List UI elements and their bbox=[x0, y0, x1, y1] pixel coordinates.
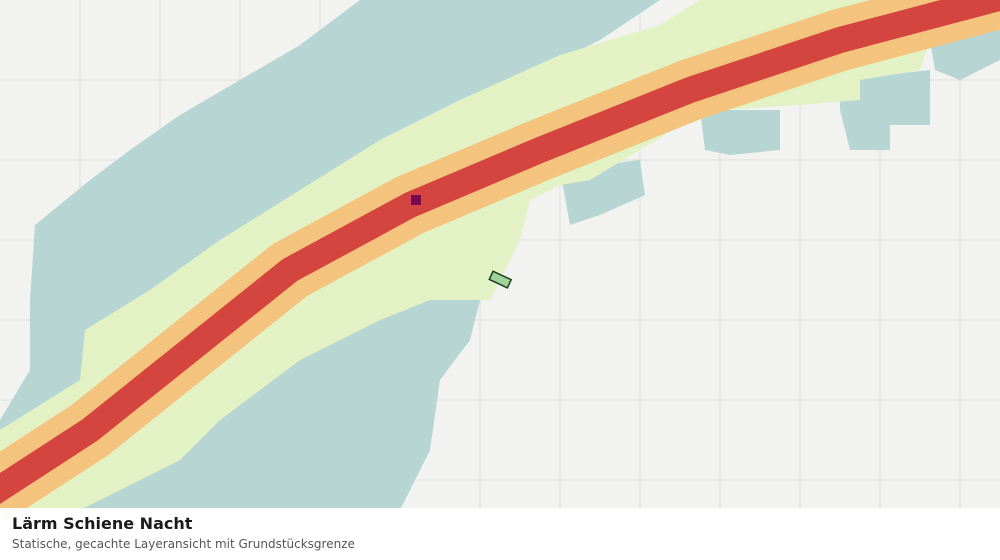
noise-hotspot bbox=[411, 195, 421, 205]
layer-title: Lärm Schiene Nacht bbox=[12, 514, 193, 533]
property-boundary bbox=[488, 270, 513, 289]
noise-zone-medium bbox=[0, 0, 1000, 510]
layer-subtitle: Statische, gecachte Layeransicht mit Gru… bbox=[12, 537, 355, 551]
noise-zone-low-patch bbox=[700, 110, 780, 155]
noise-zone-very-high bbox=[0, 0, 1000, 505]
noise-zone-low-patch bbox=[840, 70, 930, 150]
legend-panel: Lärm Schiene Nacht Statische, gecachte L… bbox=[0, 508, 1000, 560]
